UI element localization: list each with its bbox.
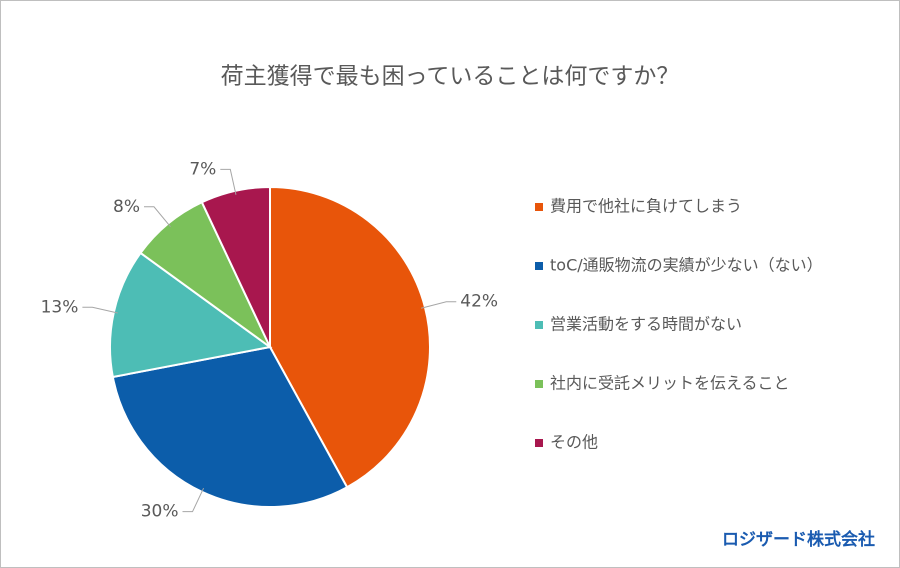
leader-line bbox=[420, 301, 457, 309]
data-label: 8% bbox=[113, 197, 140, 217]
data-label: 13% bbox=[41, 297, 79, 317]
leader-line bbox=[82, 306, 118, 314]
legend-label: toC/通販物流の実績が少ない（ない） bbox=[550, 256, 823, 275]
legend-swatch bbox=[535, 439, 543, 447]
data-label: 30% bbox=[141, 502, 179, 522]
leader-line bbox=[220, 168, 237, 195]
legend-label: その他 bbox=[550, 433, 598, 452]
legend-swatch bbox=[535, 262, 543, 270]
legend-swatch bbox=[535, 380, 543, 388]
legend-swatch bbox=[535, 321, 543, 329]
legend-label: 費用で他社に負けてしまう bbox=[550, 197, 742, 216]
legend-swatch bbox=[535, 203, 543, 211]
chart-title: 荷主獲得で最も困っていることは何ですか？ bbox=[221, 64, 680, 90]
legend-label: 社内に受託メリットを伝えること bbox=[550, 374, 790, 393]
legend-label: 営業活動をする時間がない bbox=[550, 315, 742, 334]
leader-line bbox=[182, 487, 205, 513]
leader-line bbox=[143, 206, 171, 228]
brand-logo: ロジザード株式会社 bbox=[722, 529, 875, 550]
data-label: 42% bbox=[460, 292, 498, 312]
data-label: 7% bbox=[189, 159, 216, 179]
